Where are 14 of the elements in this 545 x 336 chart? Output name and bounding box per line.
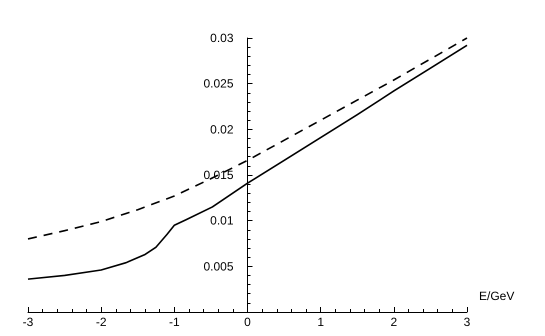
y-tick-label: 0.015	[203, 168, 234, 182]
x-tick-label: -1	[168, 315, 180, 329]
y-tick-label: 0.025	[203, 76, 234, 91]
x-tick-label: 0	[244, 315, 252, 329]
y-tick-label: 0.03	[210, 31, 234, 45]
x-axis-title: E/GeV	[479, 289, 514, 303]
x-tick-label: 3	[464, 315, 471, 329]
y-tick-label: 0.02	[210, 122, 234, 136]
x-tick-label: 1	[317, 315, 324, 329]
y-tick-label: 0.005	[203, 259, 234, 274]
y-tick-label: 0.01	[210, 214, 234, 228]
x-tick-label: -2	[96, 315, 107, 329]
x-tick-label: -3	[22, 315, 34, 329]
x-tick-label: 2	[390, 315, 398, 329]
